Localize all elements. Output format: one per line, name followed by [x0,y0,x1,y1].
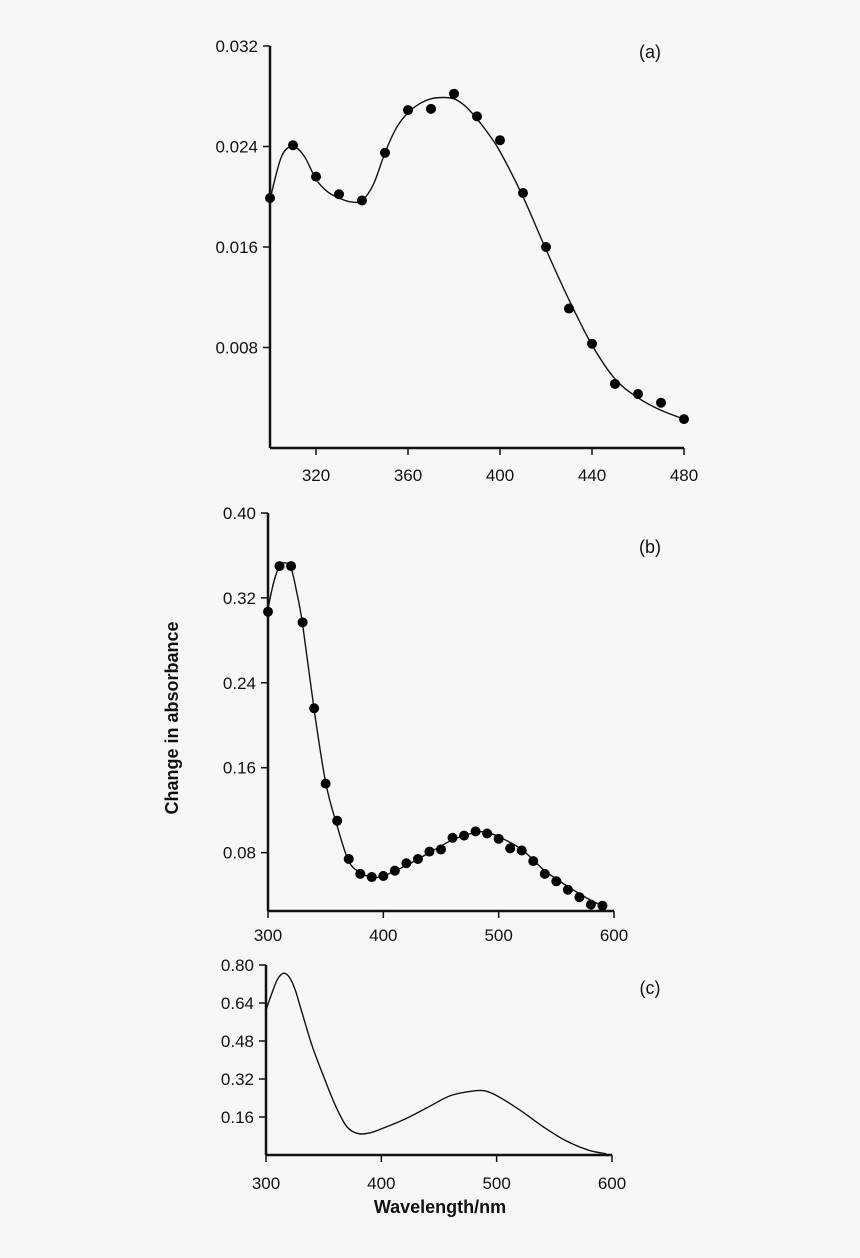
x-tick-label-a: 360 [394,466,422,485]
y-tick-label-a: 0.008 [215,339,258,358]
data-point-b [528,856,539,867]
data-point-b [585,899,596,910]
data-point-a [403,105,413,116]
data-point-b [470,826,481,837]
series-line-c [265,972,607,1155]
data-point-a [449,88,459,99]
data-point-b [343,853,354,864]
y-tick-label-c: 0.16 [221,1108,254,1127]
y-tick-label-b: 0.32 [223,589,256,608]
data-point-b [436,844,446,855]
y-tick-label-b: 0.16 [223,759,256,778]
y-tick-label-c: 0.48 [221,1032,254,1051]
data-point-b [482,828,493,839]
panel-c-chart: 0.16 0.32 0.48 0.64 0.80 300 400 500 600 (c) [221,956,661,1193]
x-tick-label-b: 300 [254,926,282,945]
data-point-a [633,388,643,399]
data-point-b [263,606,273,617]
data-point-a [587,338,597,349]
x-axis-title: Wavelength/nm [374,1197,506,1217]
data-point-b [412,853,423,864]
data-point-b [274,561,285,572]
data-point-b [309,703,320,714]
data-point-a [288,140,298,151]
y-tick-label-a: 0.016 [215,238,258,257]
y-tick-label-c: 0.32 [221,1070,254,1089]
data-point-b [401,858,412,869]
data-point-a [656,397,666,408]
x-tick-label-c: 500 [482,1174,510,1193]
x-tick-label-a: 400 [486,466,514,485]
data-point-b [424,846,435,857]
x-tick-label-a: 480 [670,466,698,485]
data-point-b [516,845,527,856]
fit-curve-b [267,562,603,907]
data-point-b [332,815,343,826]
panel-label-a: (a) [639,42,661,62]
y-axis-title: Change in absorbance [162,621,182,814]
x-tick-label-b: 400 [369,926,397,945]
data-point-b [366,872,377,883]
data-point-b [551,876,562,887]
fit-curve-a [269,96,685,420]
y-tick-label-b: 0.24 [223,674,256,693]
data-point-b [320,778,331,789]
x-tick-label-a: 320 [302,466,330,485]
data-point-b [574,892,585,903]
data-point-b [505,843,516,854]
data-point-b [597,900,608,911]
data-point-a [334,189,344,200]
data-point-a [426,103,436,114]
panel-label-c: (c) [640,978,661,998]
data-point-b [355,868,366,879]
data-point-a [518,187,528,198]
panel-label-b: (b) [639,537,661,557]
data-point-b [459,830,470,841]
data-point-a [679,414,689,425]
data-point-a [380,147,390,158]
data-point-b [562,884,573,895]
x-tick-label-c: 400 [367,1174,395,1193]
data-point-a [495,135,505,146]
y-tick-label-b: 0.40 [223,504,256,523]
data-point-b [286,561,297,572]
data-point-b [389,865,400,876]
x-tick-label-a: 440 [578,466,606,485]
data-point-b [378,870,389,881]
data-point-b [493,833,504,844]
y-tick-label-b: 0.08 [223,844,256,863]
data-point-a [311,171,321,182]
x-tick-label-c: 600 [598,1174,626,1193]
data-point-a [610,378,620,389]
y-tick-label-c: 0.64 [221,994,254,1013]
data-point-a [541,242,551,252]
data-point-b [297,617,308,628]
y-tick-label-a: 0.032 [215,37,258,56]
y-tick-label-c: 0.80 [221,956,254,975]
x-tick-label-b: 500 [484,926,512,945]
data-point-a [472,111,482,122]
data-point-b [539,868,550,879]
data-point-a [265,193,275,204]
x-tick-label-c: 300 [252,1174,280,1193]
data-point-a [564,303,574,314]
x-tick-label-b: 600 [600,926,628,945]
y-tick-label-a: 0.024 [215,138,258,157]
panel-a-chart: 0.008 0.016 0.024 0.032 320 360 400 440 480 (a) [215,37,698,485]
panel-b-chart: 0.08 0.16 0.24 0.32 0.40 300 400 500 600 (b) [223,504,661,945]
data-point-b [447,832,458,843]
data-point-a [357,195,367,206]
